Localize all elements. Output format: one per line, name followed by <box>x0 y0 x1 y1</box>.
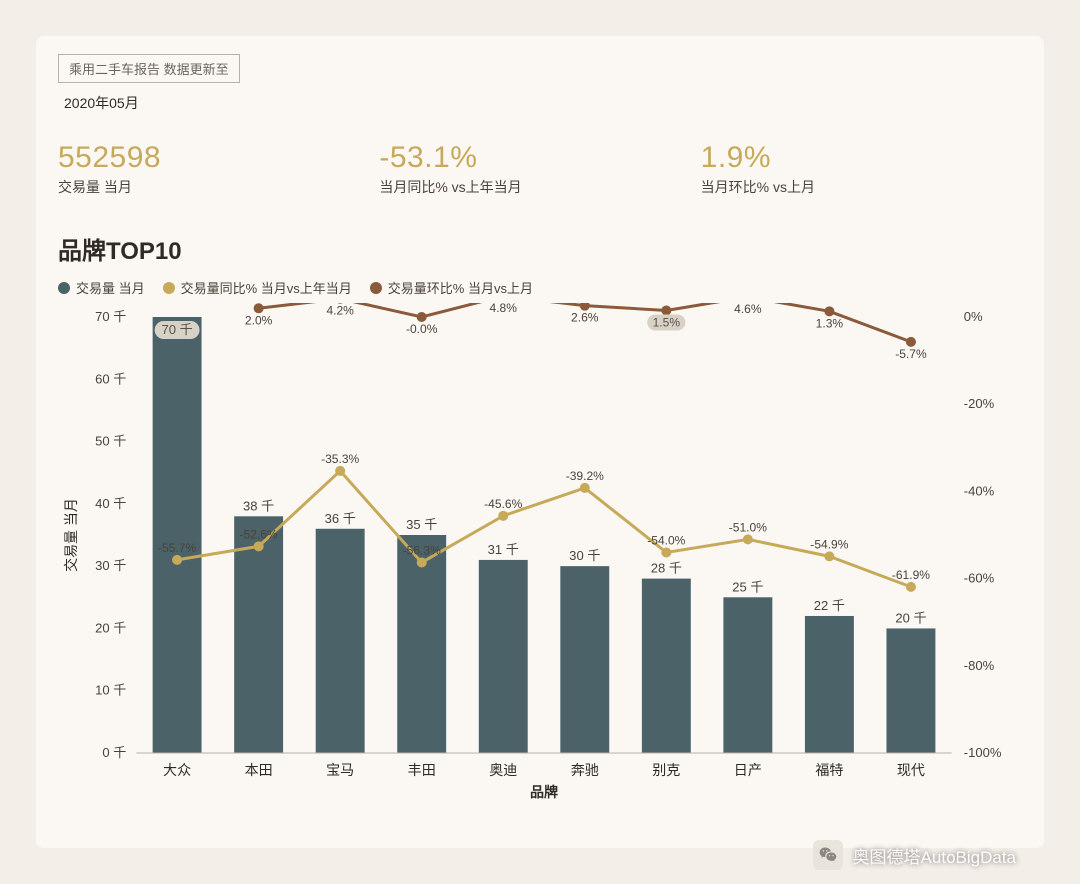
bar <box>805 616 854 753</box>
svg-text:35 千: 35 千 <box>406 517 437 532</box>
line <box>177 471 911 587</box>
metrics-row: 552598 交易量 当月 -53.1% 当月同比% vs上年当月 1.9% 当… <box>58 141 1022 197</box>
svg-text:-40%: -40% <box>964 483 995 498</box>
svg-text:-39.2%: -39.2% <box>566 469 604 483</box>
svg-text:25 千: 25 千 <box>732 579 763 594</box>
svg-text:30 千: 30 千 <box>569 548 600 563</box>
chart-container: 0 千 10 千 20 千 30 千 40 千 50 千 60 千 70 千交易量 当月 -10… <box>58 303 1022 811</box>
svg-text:奥迪: 奥迪 <box>489 762 517 778</box>
svg-text:2.6%: 2.6% <box>571 311 599 325</box>
svg-text:28 千: 28 千 <box>651 561 682 576</box>
bar <box>723 597 772 753</box>
svg-text:31 千: 31 千 <box>488 542 519 557</box>
legend-swatch-mom <box>370 282 382 294</box>
svg-text:-100%: -100% <box>964 745 1002 760</box>
legend-item-bar: 交易量 当月 <box>58 278 145 297</box>
svg-text:1.5%: 1.5% <box>653 315 681 329</box>
svg-text:-52.6%: -52.6% <box>240 527 278 541</box>
report-label-box: 乘用二手车报告 数据更新至 <box>58 54 240 83</box>
svg-text:22 千: 22 千 <box>814 598 845 613</box>
svg-text:品牌: 品牌 <box>530 784 558 800</box>
bar <box>886 628 935 753</box>
svg-text:30 千: 30 千 <box>95 558 126 573</box>
svg-text:4.6%: 4.6% <box>734 303 762 316</box>
bar <box>234 516 283 753</box>
svg-text:70 千: 70 千 <box>162 322 193 337</box>
svg-text:-35.3%: -35.3% <box>321 452 359 466</box>
legend-swatch-bar <box>58 282 70 294</box>
svg-text:日产: 日产 <box>734 762 762 778</box>
metric-value: -53.1% <box>379 141 700 175</box>
bar <box>479 560 528 753</box>
report-card: 乘用二手车报告 数据更新至 2020年05月 552598 交易量 当月 -53… <box>36 36 1044 848</box>
watermark-text: 奥图德塔AutoBigData <box>853 843 1016 868</box>
legend-swatch-yoy <box>163 282 175 294</box>
legend-item-yoy: 交易量同比% 当月vs上年当月 <box>163 278 352 297</box>
metric-yoy: -53.1% 当月同比% vs上年当月 <box>379 141 700 197</box>
svg-text:50 千: 50 千 <box>95 434 126 449</box>
svg-text:38 千: 38 千 <box>243 498 274 513</box>
report-label: 乘用二手车报告 数据更新至 <box>69 62 229 77</box>
svg-text:现代: 现代 <box>897 762 925 778</box>
svg-text:本田: 本田 <box>245 762 273 778</box>
watermark: 奥图德塔AutoBigData <box>813 840 1016 870</box>
metric-mom: 1.9% 当月环比% vs上月 <box>701 141 1022 197</box>
svg-text:-20%: -20% <box>964 396 995 411</box>
metric-label: 当月同比% vs上年当月 <box>379 177 700 197</box>
svg-text:20 千: 20 千 <box>895 610 926 625</box>
bar <box>153 317 202 753</box>
svg-text:-51.0%: -51.0% <box>729 520 767 534</box>
bar <box>560 566 609 753</box>
legend-label: 交易量同比% 当月vs上年当月 <box>181 278 352 297</box>
svg-text:-60%: -60% <box>964 571 995 586</box>
svg-text:-5.7%: -5.7% <box>895 347 927 361</box>
svg-text:交易量 当月: 交易量 当月 <box>63 498 79 572</box>
svg-text:36 千: 36 千 <box>325 511 356 526</box>
svg-text:-0.0%: -0.0% <box>406 322 438 336</box>
metric-value: 1.9% <box>701 141 1022 175</box>
metric-value: 552598 <box>58 141 379 175</box>
report-date: 2020年05月 <box>64 93 1022 113</box>
wechat-icon <box>813 840 843 870</box>
svg-text:4.8%: 4.8% <box>490 303 518 315</box>
chart-legend: 交易量 当月 交易量同比% 当月vs上年当月 交易量环比% 当月vs上月 <box>58 278 1022 297</box>
svg-text:别克: 别克 <box>652 762 680 778</box>
svg-text:大众: 大众 <box>163 762 191 778</box>
legend-label: 交易量环比% 当月vs上月 <box>388 278 533 297</box>
svg-text:宝马: 宝马 <box>326 762 354 778</box>
svg-text:福特: 福特 <box>815 762 843 778</box>
metric-label: 交易量 当月 <box>58 177 379 197</box>
svg-text:60 千: 60 千 <box>95 371 126 386</box>
svg-text:0%: 0% <box>964 309 983 324</box>
metric-label: 当月环比% vs上月 <box>701 177 1022 197</box>
svg-text:-80%: -80% <box>964 658 995 673</box>
svg-text:奔驰: 奔驰 <box>571 762 599 778</box>
svg-text:2.0%: 2.0% <box>245 313 273 327</box>
svg-text:-45.6%: -45.6% <box>484 497 522 511</box>
svg-text:丰田: 丰田 <box>408 762 436 778</box>
svg-text:-55.7%: -55.7% <box>158 541 196 555</box>
legend-label: 交易量 当月 <box>76 278 145 297</box>
svg-text:-54.9%: -54.9% <box>810 537 848 551</box>
svg-text:1.3%: 1.3% <box>816 316 844 330</box>
svg-text:-61.9%: -61.9% <box>892 568 930 582</box>
bar <box>316 529 365 753</box>
svg-text:70 千: 70 千 <box>95 309 126 324</box>
svg-text:10 千: 10 千 <box>95 683 126 698</box>
svg-text:4.2%: 4.2% <box>326 304 354 318</box>
legend-item-mom: 交易量环比% 当月vs上月 <box>370 278 533 297</box>
section-title: 品牌TOP10 <box>58 231 1022 266</box>
svg-text:40 千: 40 千 <box>95 496 126 511</box>
metric-volume: 552598 交易量 当月 <box>58 141 379 197</box>
svg-text:-54.0%: -54.0% <box>647 533 685 547</box>
svg-text:0 千: 0 千 <box>102 745 126 760</box>
bar <box>397 535 446 753</box>
svg-text:20 千: 20 千 <box>95 620 126 635</box>
top10-chart: 0 千 10 千 20 千 30 千 40 千 50 千 60 千 70 千交易量 当月 -10… <box>58 303 1022 811</box>
svg-text:-56.3%: -56.3% <box>403 543 441 557</box>
bar <box>642 579 691 753</box>
